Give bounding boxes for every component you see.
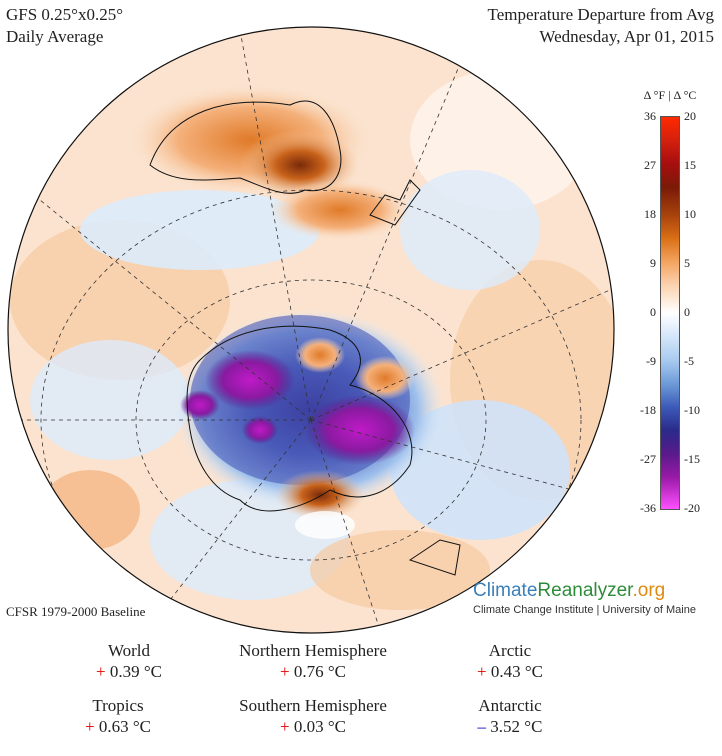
header-left: GFS 0.25°x0.25° Daily Average	[6, 4, 123, 48]
scale-tick-c: 15	[684, 158, 696, 172]
stat-antarctic: Antarctic – 3.52 °C	[400, 695, 620, 737]
stat-label: Tropics	[92, 696, 144, 715]
stat-label: Antarctic	[478, 696, 542, 715]
stat-value: + 0.39 °C	[96, 662, 162, 681]
stat-label: Southern Hemisphere	[239, 696, 387, 715]
stat-value: + 0.63 °C	[85, 717, 151, 736]
scale-tick-c: 10	[684, 207, 696, 221]
brand-block: ClimateReanalyzer.org Climate Change Ins…	[473, 580, 696, 616]
scale-tick-c: 5	[684, 256, 690, 270]
stat-label: Arctic	[488, 641, 532, 660]
stat-northern-hemisphere: Northern Hemisphere + 0.76 °C	[203, 640, 423, 682]
map-title: Temperature Departure from Avg	[487, 5, 714, 24]
globe-map	[7, 26, 615, 634]
scale-tick-f: 18	[644, 207, 656, 221]
scale-tick-c: -20	[684, 501, 700, 515]
scale-tick-f: -36	[640, 501, 656, 515]
scale-tick-f: 9	[650, 256, 656, 270]
model-label: GFS 0.25°x0.25°	[6, 5, 124, 24]
period-label: Daily Average	[6, 27, 104, 46]
stat-label: Northern Hemisphere	[239, 641, 387, 660]
scale-tick-c: -5	[684, 354, 694, 368]
color-scale-bar	[660, 116, 680, 510]
stat-value: – 3.52 °C	[477, 717, 543, 736]
scale-tick-f: 0	[650, 305, 656, 319]
stat-world: World + 0.39 °C	[19, 640, 239, 682]
brand-subtitle: Climate Change Institute | University of…	[473, 604, 696, 616]
stat-value: + 0.43 °C	[477, 662, 543, 681]
scale-tick-f: -18	[640, 403, 656, 417]
brand-logo[interactable]: ClimateReanalyzer.org	[473, 580, 666, 601]
scale-tick-f: 27	[644, 158, 656, 172]
stat-value: + 0.76 °C	[280, 662, 346, 681]
map-date: Wednesday, Apr 01, 2015	[539, 27, 714, 46]
stat-value: + 0.03 °C	[280, 717, 346, 736]
scale-tick-f: -27	[640, 452, 656, 466]
scale-units-label: Δ °F | Δ °C	[643, 88, 697, 102]
header-right: Temperature Departure from Avg Wednesday…	[488, 4, 714, 48]
stat-arctic: Arctic + 0.43 °C	[400, 640, 620, 682]
stat-southern-hemisphere: Southern Hemisphere + 0.03 °C	[203, 695, 423, 737]
scale-tick-f: -9	[646, 354, 656, 368]
scale-tick-f: 36	[644, 109, 656, 123]
scale-tick-c: -15	[684, 452, 700, 466]
scale-tick-c: 0	[684, 305, 690, 319]
stat-tropics: Tropics + 0.63 °C	[8, 695, 228, 737]
stat-label: World	[107, 641, 151, 660]
scale-tick-c: 20	[684, 109, 696, 123]
baseline-label: CFSR 1979-2000 Baseline	[6, 604, 146, 619]
scale-tick-c: -10	[684, 403, 700, 417]
